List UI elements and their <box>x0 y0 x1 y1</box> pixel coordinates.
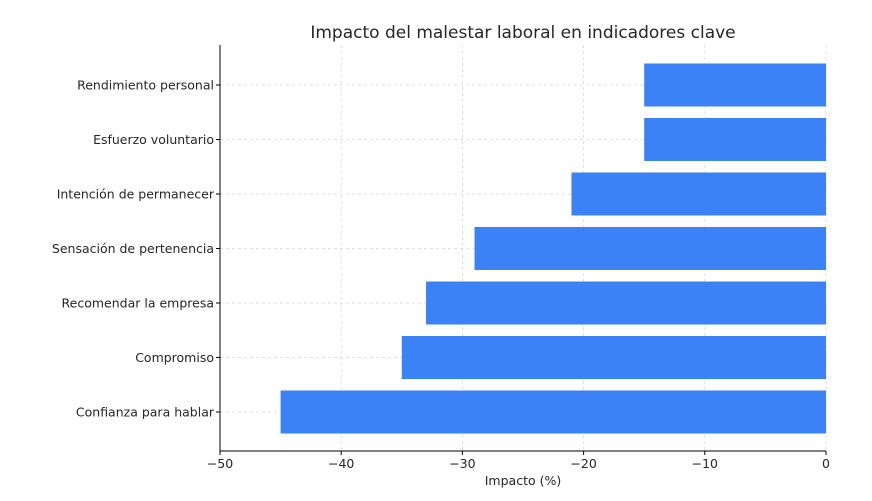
x-tick-label: −40 <box>328 456 354 471</box>
bar-0 <box>644 63 826 107</box>
x-tick-label: 0 <box>822 456 830 471</box>
x-tick-label: −10 <box>692 456 718 471</box>
x-tick-label: −20 <box>570 456 596 471</box>
chart-title: Impacto del malestar laboral en indicado… <box>310 23 735 43</box>
x-axis-label: Impacto (%) <box>485 473 561 488</box>
category-label: Intención de permanecer <box>57 187 215 202</box>
bar-2 <box>571 172 826 216</box>
bar-6 <box>280 390 827 434</box>
axis-ticks: −50 −40 −30 −20 −10 0 Rendimiento personal Esfu… <box>52 78 830 472</box>
bar-4 <box>426 281 826 325</box>
bar-3 <box>474 227 826 270</box>
x-tick-label: −50 <box>207 456 233 471</box>
category-label: Esfuerzo voluntario <box>93 132 214 147</box>
category-label: Sensación de pertenencia <box>52 241 214 256</box>
bars <box>280 63 827 434</box>
category-label: Compromiso <box>135 350 214 365</box>
category-label: Recomendar la empresa <box>62 296 214 311</box>
bar-5 <box>401 336 826 379</box>
category-label: Confianza para hablar <box>76 405 215 420</box>
category-label: Rendimiento personal <box>77 78 214 93</box>
bar-1 <box>644 118 826 161</box>
x-tick-label: −30 <box>449 456 475 471</box>
